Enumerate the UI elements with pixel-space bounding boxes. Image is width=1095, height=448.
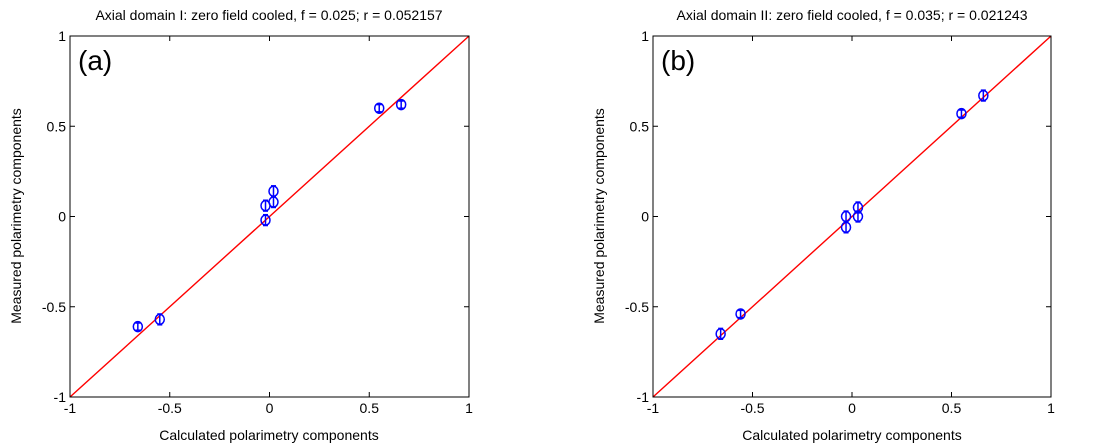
x-tick-label: -0.5 <box>158 400 182 416</box>
x-tick-label: 0 <box>266 400 274 416</box>
x-axis-label: Calculated polarimetry components <box>742 427 961 443</box>
y-tick-label: -0.5 <box>625 299 649 315</box>
y-axis-label: Measured polarimetry components <box>8 108 24 324</box>
x-tick-label: 1 <box>1047 400 1055 416</box>
x-tick-label: 1 <box>465 400 473 416</box>
chart-title: Axial domain I: zero field cooled, f = 0… <box>95 7 442 23</box>
chart-panel-a: Axial domain I: zero field cooled, f = 0… <box>8 7 473 443</box>
x-tick-label: 0.5 <box>360 400 380 416</box>
y-tick-label: 0 <box>58 209 66 225</box>
data-point <box>373 102 385 114</box>
plot-area: -1 -0.5 0 0.5 1 -1 -0.5 0 0.5 1 (b) <box>625 28 1055 416</box>
y-tick-label: 0.5 <box>47 118 67 134</box>
axes-frame <box>69 35 470 398</box>
data-point <box>154 313 166 326</box>
x-tick-label: -1 <box>647 400 660 416</box>
data-point <box>852 201 864 214</box>
data-point <box>715 328 726 340</box>
axes-frame <box>652 35 1052 398</box>
data-point <box>395 98 407 111</box>
x-tick-label: 0 <box>848 400 856 416</box>
panel-label: (b) <box>661 45 695 76</box>
panel-label: (a) <box>78 45 112 76</box>
data-point <box>268 185 279 197</box>
y-tick-label: -1 <box>637 389 650 405</box>
chart-title: Axial domain II: zero field cooled, f = … <box>677 7 1028 23</box>
x-tick-label: -1 <box>64 400 77 416</box>
data-point <box>735 308 746 320</box>
y-tick-label: -1 <box>54 389 67 405</box>
plot-area: -1 -0.5 0 0.5 1 -1 -0.5 0 0.5 1 (a) <box>42 28 473 416</box>
reference-line <box>652 35 1052 398</box>
data-point <box>956 107 967 120</box>
chart-panel-b: Axial domain II: zero field cooled, f = … <box>591 7 1055 443</box>
data-point <box>840 210 852 223</box>
data-point <box>132 320 144 333</box>
y-tick-label: 0 <box>641 209 649 225</box>
y-tick-label: 1 <box>641 28 649 44</box>
x-axis-label: Calculated polarimetry components <box>159 427 378 443</box>
y-tick-label: 0.5 <box>630 118 650 134</box>
y-axis-label: Measured polarimetry components <box>591 108 607 324</box>
data-point <box>260 214 271 226</box>
y-tick-label: -0.5 <box>42 299 66 315</box>
x-tick-label: -0.5 <box>740 400 764 416</box>
x-tick-label: 0.5 <box>942 400 962 416</box>
y-tick-label: 1 <box>58 28 66 44</box>
data-point <box>978 89 989 102</box>
